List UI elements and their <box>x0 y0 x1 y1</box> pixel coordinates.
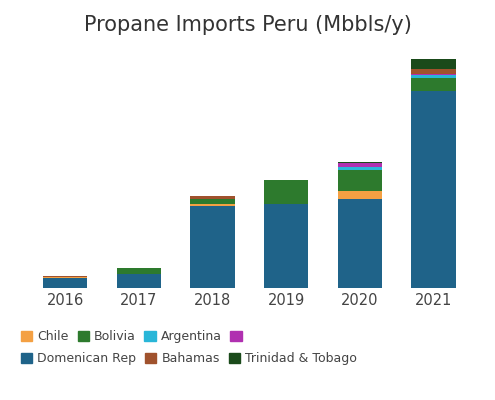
Bar <box>411 91 455 288</box>
Bar <box>264 180 308 204</box>
Bar <box>264 204 308 288</box>
Bar <box>43 278 87 288</box>
Bar <box>411 78 455 91</box>
Bar <box>191 196 235 199</box>
Bar <box>338 190 382 199</box>
Bar <box>117 274 161 288</box>
Bar <box>411 74 455 75</box>
Bar <box>338 162 382 163</box>
Bar <box>411 69 455 74</box>
Bar <box>338 170 382 190</box>
Legend: Domenican Rep, Bahamas, Trinidad & Tobago: Domenican Rep, Bahamas, Trinidad & Tobag… <box>16 347 362 370</box>
Bar <box>191 199 235 204</box>
Title: Propane Imports Peru (Mbbls/y): Propane Imports Peru (Mbbls/y) <box>84 15 411 35</box>
Bar <box>117 268 161 274</box>
Bar <box>338 163 382 166</box>
Bar <box>411 58 455 69</box>
Bar <box>43 276 87 277</box>
Bar <box>191 206 235 288</box>
Bar <box>338 166 382 170</box>
Bar <box>43 277 87 278</box>
Bar <box>191 204 235 206</box>
Bar <box>411 75 455 78</box>
Bar <box>338 199 382 288</box>
